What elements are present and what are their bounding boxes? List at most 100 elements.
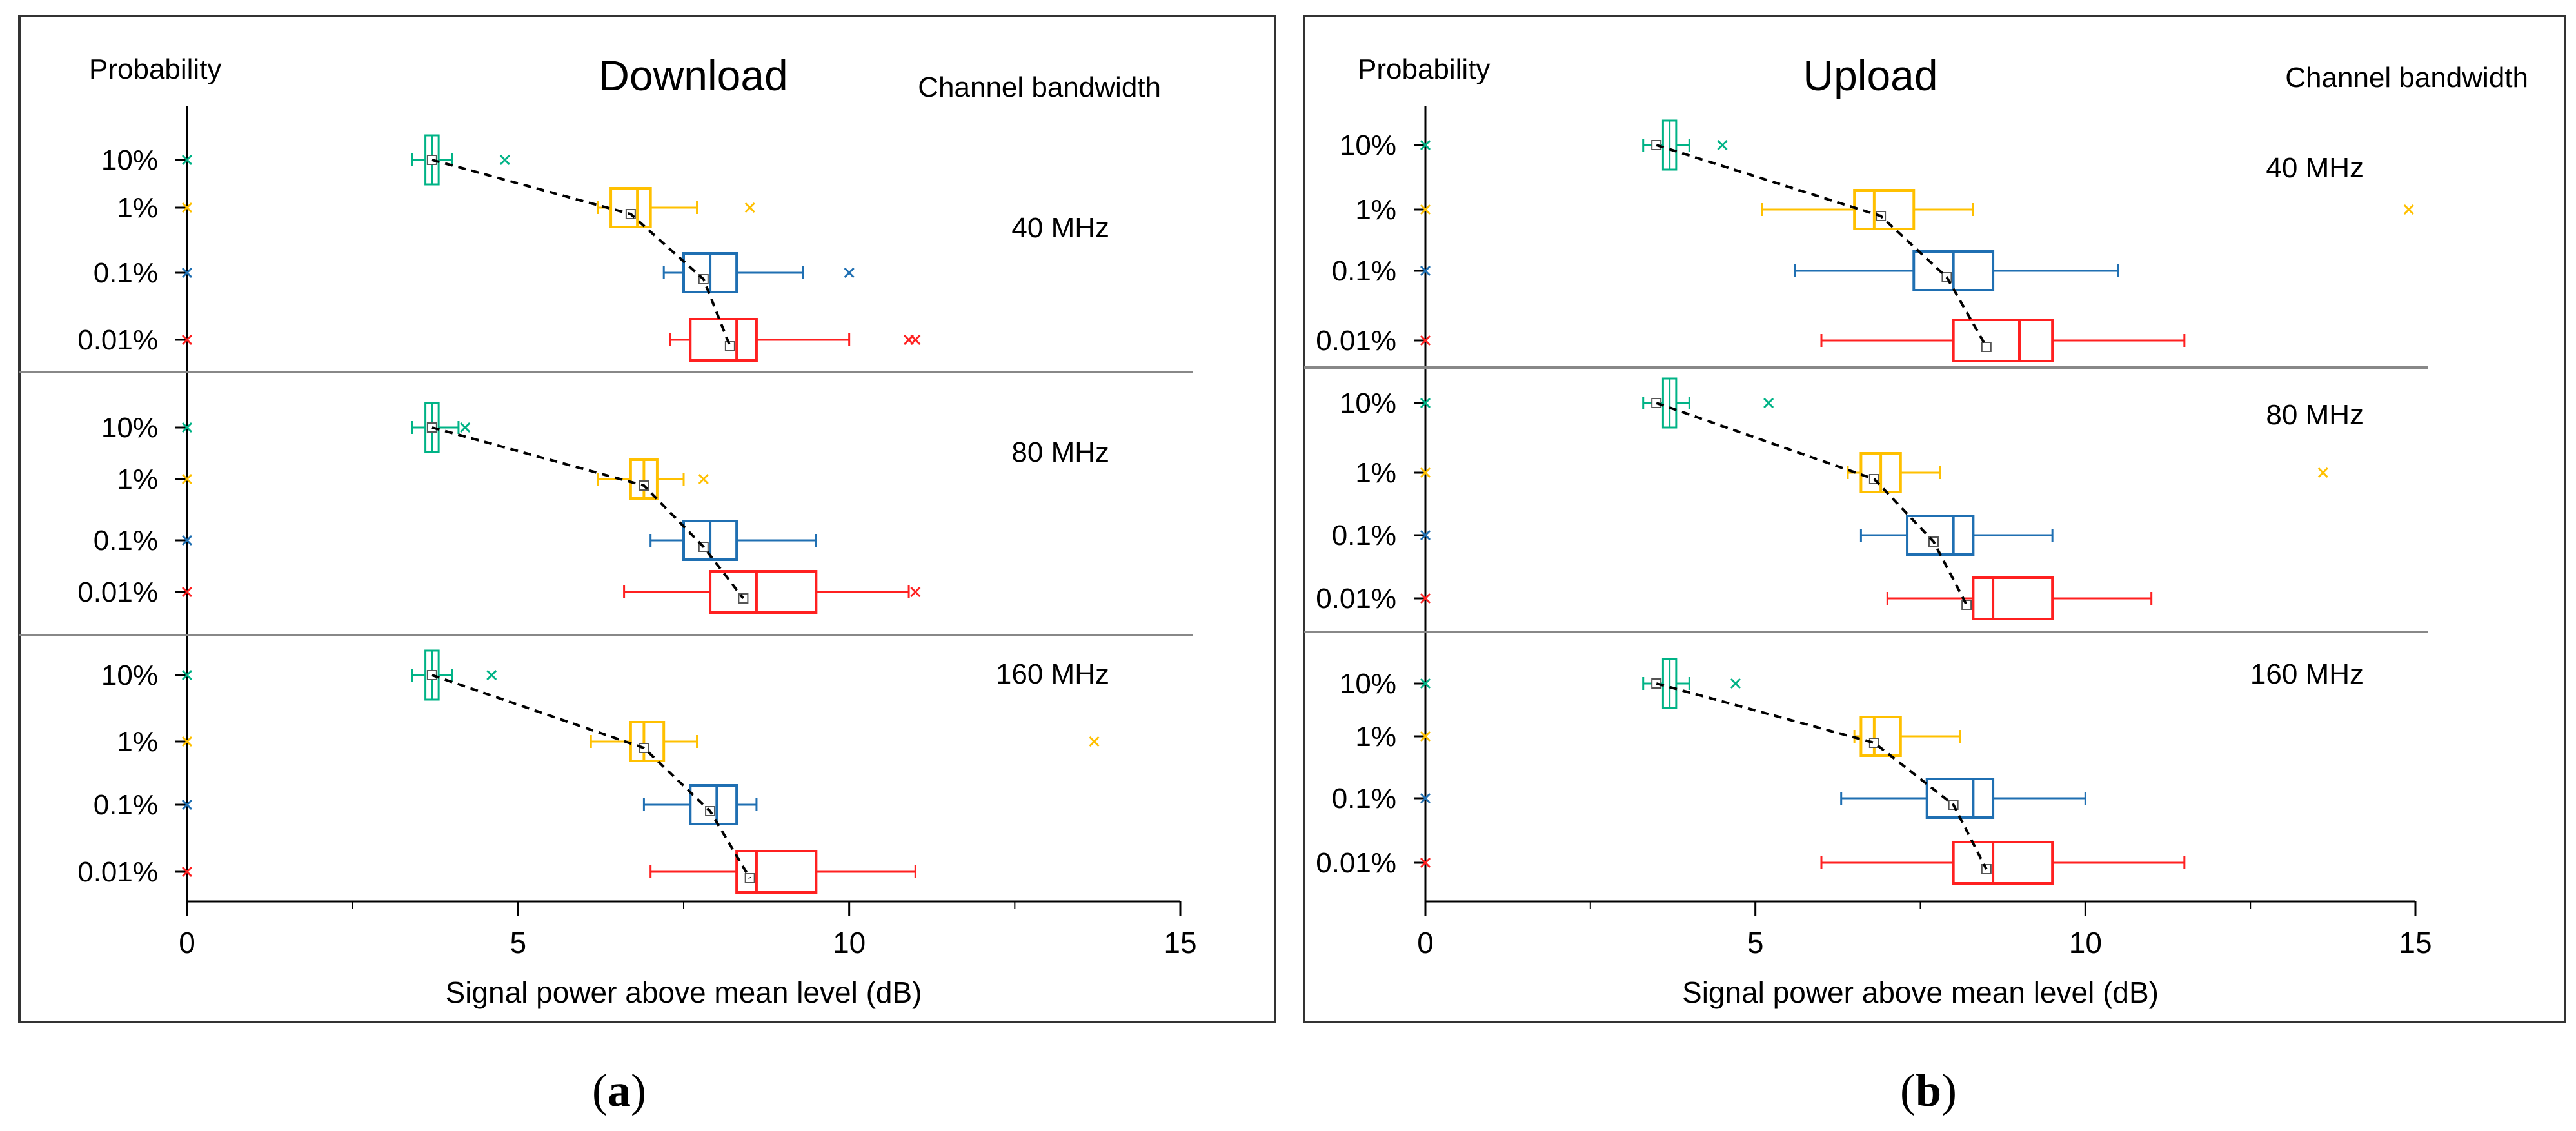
outlier: [1420, 397, 1431, 409]
outlier: [1763, 397, 1774, 409]
box: [689, 784, 738, 825]
outlier: [181, 736, 193, 747]
box: [1859, 716, 1902, 757]
y-category-label: 1%: [1355, 457, 1396, 489]
group-label: 40 MHz: [2266, 152, 2364, 184]
chart-title: Upload: [1803, 52, 1937, 99]
y-axis-label: Probability: [1358, 54, 1490, 85]
x-tick-label: 15: [2399, 926, 2432, 959]
outlier: [1420, 265, 1431, 277]
y-category-label: 0.01%: [77, 324, 158, 356]
outlier: [698, 473, 709, 485]
outlier: [744, 202, 755, 213]
y-category-label: 1%: [117, 192, 158, 224]
box: [1952, 841, 2054, 885]
outlier: [1420, 678, 1431, 689]
outlier: [181, 866, 193, 878]
outlier: [1089, 736, 1100, 747]
box: [609, 187, 652, 228]
outlier: [1420, 139, 1431, 151]
outlier: [460, 422, 471, 433]
group-label: 80 MHz: [2266, 399, 2364, 431]
y-category-label: 10%: [1340, 130, 1396, 161]
panel-label-open: (: [1900, 1065, 1916, 1116]
box: [1906, 515, 1975, 556]
mean-trend-line: [431, 674, 751, 880]
outlier: [486, 669, 497, 681]
box: [735, 850, 818, 894]
group-label: 160 MHz: [2250, 658, 2364, 690]
y-category-label: 10%: [1340, 388, 1396, 419]
box: [1972, 576, 2054, 620]
box: [1952, 319, 2054, 362]
y-category-label: 0.1%: [1332, 520, 1396, 551]
y-category-label: 10%: [101, 144, 158, 176]
outlier: [1420, 593, 1431, 604]
y-category-label: 1%: [1355, 721, 1396, 752]
outlier: [181, 334, 193, 346]
outlier: [1420, 857, 1431, 869]
y-category-label: 1%: [117, 726, 158, 758]
outlier: [2403, 204, 2414, 215]
mean-trend-line: [431, 426, 744, 600]
box: [689, 318, 758, 362]
y-category-label: 0.01%: [1316, 847, 1396, 879]
mean-trend-line: [431, 159, 731, 347]
outlier: [181, 586, 193, 598]
y-category-label: 0.01%: [77, 576, 158, 608]
group-header: Channel bandwidth: [2285, 62, 2528, 93]
x-tick-label: 5: [510, 926, 527, 959]
outlier: [181, 669, 193, 681]
y-category-label: 0.1%: [1332, 255, 1396, 287]
panel-download: Download Probability Channel bandwidth Sign…: [18, 15, 1276, 1116]
panel-label-letter: a: [608, 1065, 631, 1116]
outlier: [1420, 731, 1431, 742]
outlier: [910, 586, 921, 598]
outlier: [1420, 335, 1431, 346]
group-label: 160 MHz: [996, 658, 1109, 690]
panel-label: (a): [592, 1065, 646, 1116]
outlier: [181, 154, 193, 166]
outlier: [1420, 467, 1431, 478]
outlier: [910, 334, 921, 346]
x-axis-label: Signal power above mean level (dB): [446, 976, 922, 1009]
x-tick-label: 10: [833, 926, 866, 959]
panel-upload: Upload Probability Channel bandwidth Signal…: [1303, 15, 2566, 1116]
x-tick-label: 0: [179, 926, 195, 959]
outlier: [1730, 678, 1741, 689]
y-category-label: 10%: [1340, 668, 1396, 700]
y-category-label: 1%: [1355, 194, 1396, 226]
chart-title: Download: [599, 52, 788, 99]
mean-marker: [1981, 342, 1992, 352]
panel-frame: [1303, 15, 2566, 1023]
y-category-label: 0.1%: [94, 525, 158, 556]
x-tick-label: 10: [2069, 926, 2102, 959]
panel-frame: [18, 15, 1276, 1023]
y-category-label: 10%: [101, 412, 158, 444]
box: [629, 721, 666, 762]
x-axis-label: Signal power above mean level (dB): [1682, 976, 2159, 1009]
y-category-label: 0.01%: [1316, 583, 1396, 615]
outlier: [181, 535, 193, 546]
y-category-label: 0.1%: [1332, 783, 1396, 814]
x-tick-label: 15: [1164, 926, 1196, 959]
mean-trend-line: [1656, 682, 1988, 870]
y-category-label: 0.1%: [94, 257, 158, 289]
x-tick-label: 0: [1417, 926, 1434, 959]
y-category-label: 0.01%: [77, 856, 158, 888]
outlier: [181, 473, 193, 485]
outlier: [181, 202, 193, 213]
outlier: [1717, 139, 1728, 151]
panel-label-letter: b: [1916, 1065, 1941, 1116]
outlier: [181, 267, 193, 279]
outlier: [181, 422, 193, 433]
group-label: 80 MHz: [1011, 437, 1109, 468]
x-tick-label: 5: [1747, 926, 1764, 959]
panel-label: (b): [1900, 1065, 1957, 1116]
outlier: [844, 267, 855, 279]
outlier: [1420, 204, 1431, 215]
group-label: 40 MHz: [1011, 212, 1109, 244]
group-header: Channel bandwidth: [918, 72, 1161, 103]
